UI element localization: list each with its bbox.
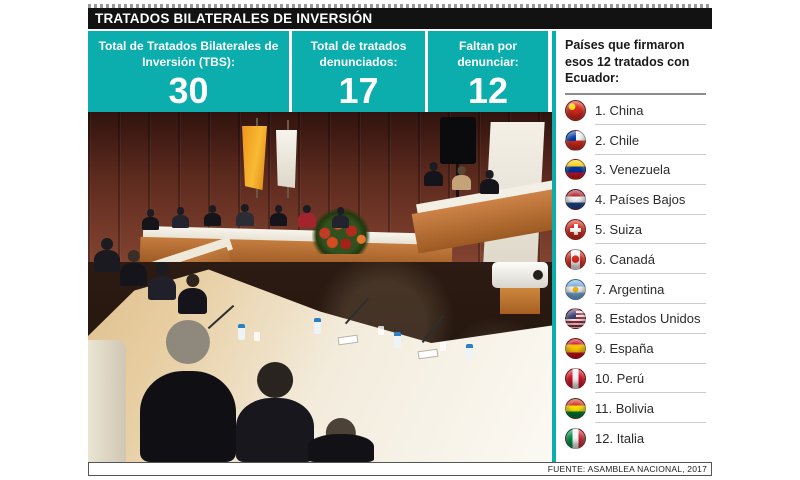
infographic: TRATADOS BILATERALES DE INVERSIÓN Total … (88, 4, 712, 476)
source-text: FUENTE: ASAMBLEA NACIONAL, 2017 (547, 464, 707, 474)
person-silhouette (236, 204, 254, 226)
country-label: 3. Venezuela (595, 162, 671, 178)
country-label: 9. España (595, 341, 654, 357)
countries-sidebar: Países que firmaron esos 12 tratados con… (552, 31, 712, 462)
flag-china-icon (565, 99, 586, 121)
water-bottle (394, 332, 401, 348)
stat-total-tbi: Total de Tratados Bilaterales de Inversi… (88, 31, 289, 112)
stat-value: 17 (338, 70, 379, 112)
stat-label: Faltan por denunciar: (457, 39, 519, 69)
flag-italy-icon (565, 427, 586, 449)
stat-remaining: Faltan por denunciar: 12 (425, 31, 548, 112)
person-silhouette (298, 205, 316, 227)
stat-denounced: Total de tratados denunciados: 17 (289, 31, 425, 112)
water-glass (440, 342, 446, 351)
flag-spain-icon (565, 338, 586, 360)
water-bottle (314, 318, 321, 334)
person-silhouette (480, 170, 499, 195)
water-bottle (466, 344, 473, 360)
stat-label: Total de Tratados Bilaterales de Inversi… (98, 39, 279, 69)
hatched-top-border (88, 4, 712, 8)
foreground-person (140, 320, 236, 462)
person-silhouette (94, 238, 120, 272)
foreground-person (236, 362, 314, 462)
sidebar-divider (565, 92, 706, 95)
person-silhouette (172, 207, 189, 228)
flag-argentina-icon (565, 278, 586, 300)
country-label: 12. Italia (595, 430, 645, 446)
list-item-argentina: 7. Argentina (565, 274, 706, 304)
country-label: 1. China (595, 102, 644, 118)
list-item-peru: 10. Perú (565, 364, 706, 394)
source-bar: FUENTE: ASAMBLEA NACIONAL, 2017 (88, 462, 712, 476)
chair-back (88, 340, 126, 462)
stat-value: 12 (467, 70, 509, 112)
water-glass (254, 332, 260, 341)
list-item-italia: 12. Italia (565, 423, 706, 453)
list-item-espana: 9. España (565, 334, 706, 364)
list-item-bolivia: 11. Bolivia (565, 393, 706, 424)
list-item-chile: 2. Chile (565, 125, 706, 155)
person-silhouette (204, 205, 221, 226)
country-label: 6. Canadá (595, 251, 655, 267)
country-label: 10. Perú (595, 371, 645, 387)
list-item-estados-unidos: 8. Estados Unidos (565, 304, 706, 334)
person-silhouette (120, 250, 147, 286)
foreground-person (308, 418, 374, 462)
list-item-suiza: 5. Suiza (565, 215, 706, 245)
projector (492, 262, 548, 288)
country-label: 5. Suiza (595, 222, 642, 238)
stat-label: Total de tratados denunciados: (310, 39, 407, 69)
projector-stool (500, 286, 540, 314)
stat-value: 30 (168, 70, 209, 112)
list-item-canada: 6. Canadá (565, 244, 706, 275)
country-label: 7. Argentina (595, 281, 665, 297)
flag-switzerland-icon (565, 219, 586, 241)
person-silhouette (332, 207, 349, 228)
person-silhouette (142, 209, 159, 230)
country-label: 11. Bolivia (595, 400, 655, 416)
flag-chile-icon (565, 129, 586, 151)
stats-band: Total de Tratados Bilaterales de Inversi… (88, 31, 548, 112)
flag-usa-icon (565, 308, 586, 330)
person-silhouette (270, 205, 287, 226)
title-bar: TRATADOS BILATERALES DE INVERSIÓN (88, 8, 712, 29)
list-item-paises-bajos: 4. Países Bajos (565, 185, 706, 215)
flag-canada-icon (565, 248, 586, 270)
country-label: 8. Estados Unidos (595, 311, 701, 327)
person-silhouette (452, 166, 471, 191)
list-item-venezuela: 3. Venezuela (565, 155, 706, 185)
country-label: 4. Países Bajos (595, 192, 686, 208)
ecuador-flag (242, 126, 267, 190)
list-item-china: 1. China (565, 96, 706, 126)
water-bottle (238, 324, 245, 340)
flag-venezuela-icon (565, 159, 586, 181)
flag-peru-icon (565, 368, 586, 390)
country-label: 2. Chile (595, 132, 640, 148)
meeting-photo (88, 112, 552, 462)
person-silhouette (148, 262, 176, 300)
speaker-box (440, 117, 476, 164)
page-title: TRATADOS BILATERALES DE INVERSIÓN (95, 11, 373, 26)
flag-netherlands-icon (565, 189, 586, 211)
water-glass (378, 326, 384, 335)
speaker-pole (456, 164, 459, 224)
person-silhouette (178, 274, 207, 314)
sidebar-title: Países que firmaron esos 12 tratados con… (565, 38, 690, 85)
person-silhouette (424, 162, 443, 187)
flag-bolivia-icon (565, 397, 586, 419)
white-flag (276, 130, 297, 188)
